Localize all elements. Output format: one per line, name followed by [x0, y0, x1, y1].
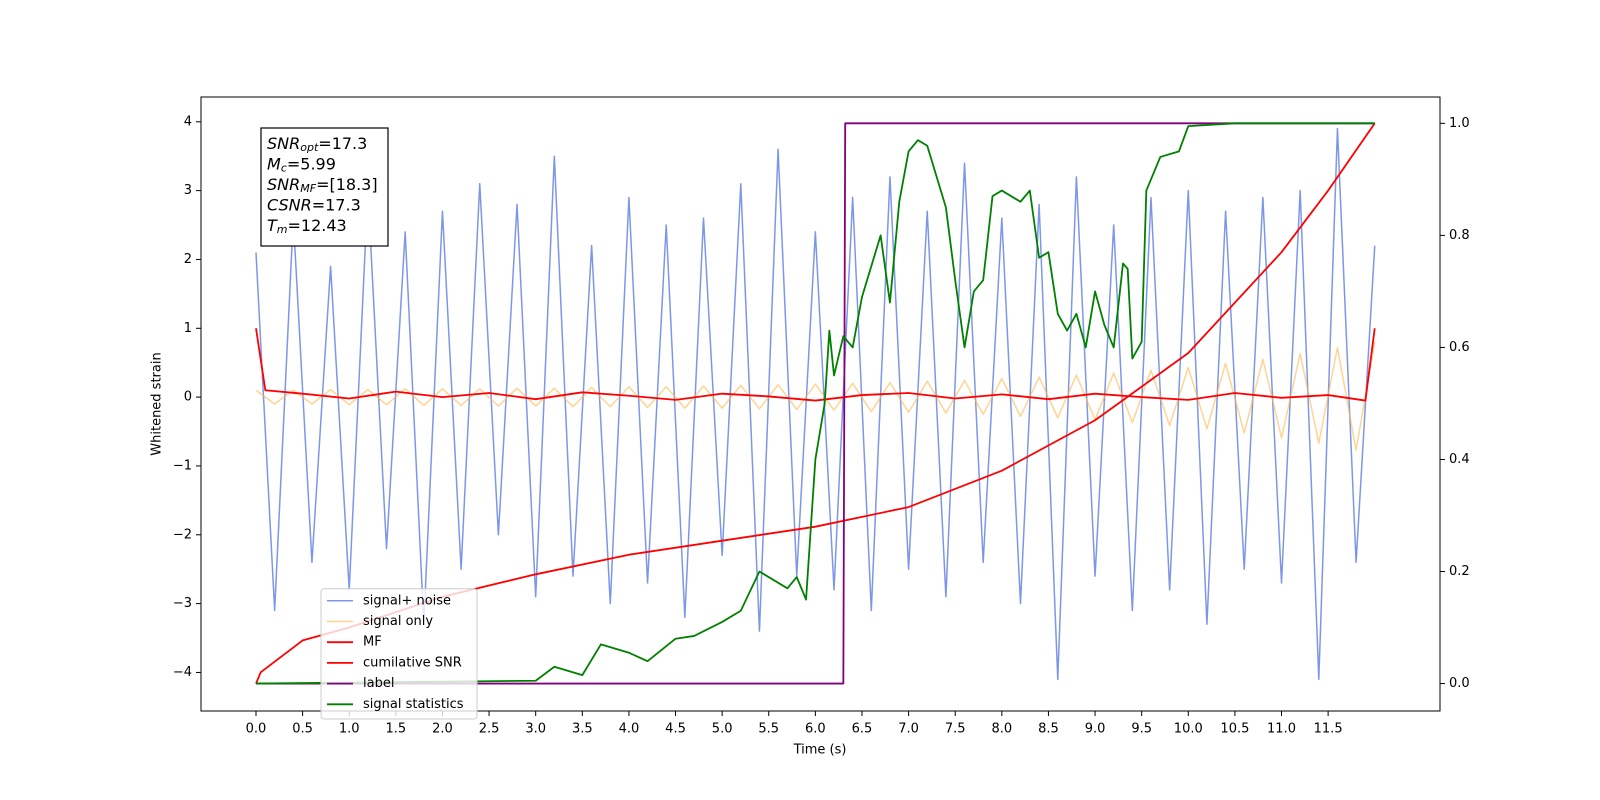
legend-label: MF	[363, 635, 382, 650]
y-tick-label: 4	[184, 114, 192, 129]
x-tick-label: 1.5	[386, 722, 407, 737]
x-tick-label: 4.5	[665, 722, 686, 737]
x-tick-label: 0.5	[292, 722, 313, 737]
plot-frame	[200, 96, 1441, 712]
y-tick-label: 2	[184, 252, 192, 267]
y-tick-label: 3	[184, 183, 192, 198]
annotation-value: =17.3	[318, 134, 367, 153]
x-tick-label: 2.5	[479, 722, 500, 737]
y-tick-label: 1	[184, 321, 192, 336]
series-line	[255, 328, 1376, 402]
y-tick-label: −2	[173, 527, 192, 542]
annotation-line: Mc=5.99	[267, 154, 336, 175]
annotation-value: =5.99	[287, 154, 336, 173]
x-tick-label: 11.0	[1267, 722, 1296, 737]
annotation-subscript: c	[281, 162, 287, 175]
x-tick-label: 8.0	[991, 722, 1012, 737]
series-line	[255, 127, 1376, 681]
x-tick-label: 6.5	[852, 722, 873, 737]
x-tick-label: 7.5	[945, 722, 966, 737]
x-tick-label: 11.5	[1314, 722, 1343, 737]
series-line	[255, 122, 1375, 685]
annotation-line: CSNR=17.3	[267, 195, 361, 214]
legend-label: label	[363, 676, 394, 691]
x-axis-label: Time (s)	[793, 743, 847, 758]
annotation-symbol: SNR	[267, 134, 300, 153]
annotation-line: Tm=12.43	[267, 216, 347, 237]
series-line	[255, 341, 1376, 451]
x-tick-label: 10.0	[1174, 722, 1203, 737]
x-tick-label: 1.0	[339, 722, 360, 737]
series-line	[256, 122, 1375, 685]
legend-label: signal only	[363, 614, 433, 629]
x-tick-label: 0.0	[246, 722, 267, 737]
y2-tick-label: 0.2	[1449, 564, 1470, 579]
x-tick-label: 2.0	[432, 722, 453, 737]
annotation-symbol: CSNR	[267, 195, 312, 214]
x-tick-label: 3.5	[572, 722, 593, 737]
y-tick-label: 0	[184, 390, 192, 405]
legend-label: signal statistics	[363, 697, 464, 712]
annotation-value: =12.43	[288, 216, 347, 235]
annotation-symbol: SNR	[267, 175, 300, 194]
annotation-box	[260, 127, 389, 247]
y2-tick-label: 0.8	[1449, 228, 1470, 243]
y-tick-label: −4	[173, 665, 192, 680]
annotation-value: =17.3	[312, 195, 361, 214]
annotation-line: SNRMF=[18.3]	[267, 175, 378, 196]
annotation-subscript: MF	[300, 182, 316, 195]
x-tick-label: 8.5	[1038, 722, 1059, 737]
annotation-value: =[18.3]	[316, 175, 378, 194]
x-tick-label: 6.0	[805, 722, 826, 737]
x-tick-label: 4.0	[619, 722, 640, 737]
legend-box	[320, 588, 478, 720]
annotation-subscript: m	[277, 223, 288, 236]
y-axis-label: Whitened strain	[150, 352, 165, 455]
y2-tick-label: 0.0	[1449, 676, 1470, 691]
y2-tick-label: 0.6	[1449, 340, 1470, 355]
x-tick-label: 5.0	[712, 722, 733, 737]
annotation-subscript: opt	[300, 141, 319, 154]
y-tick-label: −1	[173, 458, 192, 473]
x-tick-label: 3.0	[525, 722, 546, 737]
x-tick-label: 7.0	[898, 722, 919, 737]
x-tick-label: 10.5	[1220, 722, 1249, 737]
y-tick-label: −3	[173, 596, 192, 611]
legend-label: cumilative SNR	[363, 655, 462, 670]
annotation-line: SNRopt=17.3	[267, 134, 367, 155]
y2-tick-label: 0.4	[1449, 452, 1470, 467]
annotation-symbol: T	[267, 216, 278, 235]
x-tick-label: 9.5	[1131, 722, 1152, 737]
x-tick-label: 5.5	[758, 722, 779, 737]
y2-tick-label: 1.0	[1449, 116, 1470, 131]
annotation-symbol: M	[267, 154, 281, 173]
legend-label: signal+ noise	[363, 593, 451, 608]
x-tick-label: 9.0	[1085, 722, 1106, 737]
